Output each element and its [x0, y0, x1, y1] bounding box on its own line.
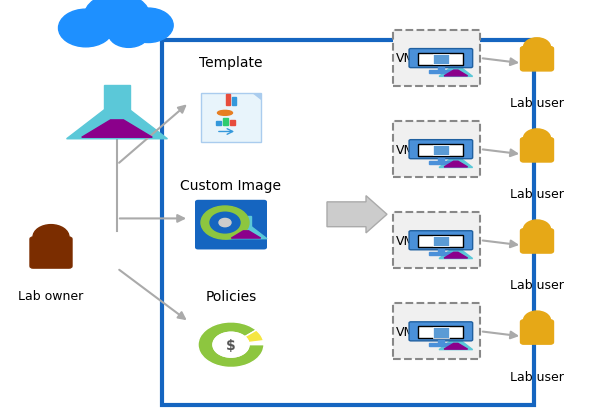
Bar [216, 122, 221, 126]
Circle shape [213, 332, 249, 357]
Circle shape [123, 9, 173, 43]
Polygon shape [252, 94, 261, 100]
Text: VM: VM [396, 325, 415, 338]
FancyBboxPatch shape [452, 59, 460, 68]
Text: Policies: Policies [205, 290, 257, 304]
Polygon shape [444, 162, 467, 168]
Polygon shape [439, 340, 473, 350]
Polygon shape [433, 327, 449, 338]
Polygon shape [232, 231, 261, 239]
FancyBboxPatch shape [30, 237, 72, 268]
Text: VM: VM [396, 52, 415, 65]
Bar [223, 119, 228, 126]
Bar [438, 158, 444, 162]
Polygon shape [439, 249, 473, 259]
FancyBboxPatch shape [418, 236, 463, 247]
Bar [438, 67, 444, 71]
FancyBboxPatch shape [409, 322, 473, 341]
Circle shape [201, 206, 249, 240]
Polygon shape [444, 253, 467, 259]
Circle shape [523, 130, 551, 148]
Circle shape [210, 213, 240, 233]
Text: Lab user: Lab user [510, 370, 564, 382]
Polygon shape [433, 55, 449, 65]
Text: Lab user: Lab user [510, 97, 564, 110]
Polygon shape [444, 71, 467, 77]
Bar [429, 71, 453, 74]
FancyBboxPatch shape [201, 94, 261, 142]
Polygon shape [67, 111, 167, 140]
Wedge shape [198, 322, 264, 368]
Text: VM: VM [396, 143, 415, 156]
Text: Lab user: Lab user [510, 279, 564, 292]
FancyBboxPatch shape [521, 47, 554, 72]
Circle shape [523, 39, 551, 57]
FancyBboxPatch shape [521, 229, 554, 254]
FancyBboxPatch shape [241, 217, 251, 227]
Bar [230, 121, 235, 126]
FancyBboxPatch shape [409, 231, 473, 250]
Bar [232, 98, 236, 105]
Circle shape [219, 219, 231, 227]
Circle shape [523, 221, 551, 239]
FancyBboxPatch shape [393, 122, 480, 178]
FancyBboxPatch shape [418, 145, 463, 157]
Bar [438, 249, 444, 253]
Polygon shape [439, 159, 473, 168]
FancyBboxPatch shape [521, 320, 554, 344]
FancyBboxPatch shape [162, 41, 534, 405]
Bar [429, 344, 453, 346]
FancyArrow shape [327, 196, 387, 233]
FancyBboxPatch shape [409, 50, 473, 69]
Polygon shape [433, 236, 449, 247]
FancyBboxPatch shape [452, 241, 460, 249]
Text: Template: Template [199, 56, 263, 70]
Bar [429, 162, 453, 164]
Text: Lab owner: Lab owner [19, 289, 83, 302]
Bar [438, 340, 444, 344]
Text: $: $ [226, 338, 236, 352]
Text: Custom Image: Custom Image [181, 178, 281, 192]
FancyBboxPatch shape [418, 327, 463, 338]
FancyBboxPatch shape [452, 150, 460, 159]
Ellipse shape [218, 111, 233, 116]
FancyBboxPatch shape [521, 138, 554, 163]
Circle shape [84, 0, 150, 40]
Wedge shape [245, 330, 263, 343]
Circle shape [59, 10, 113, 47]
Polygon shape [444, 344, 467, 349]
FancyBboxPatch shape [104, 86, 130, 111]
Text: VM: VM [396, 234, 415, 247]
Polygon shape [82, 121, 152, 138]
FancyBboxPatch shape [393, 31, 480, 87]
Text: Lab user: Lab user [510, 188, 564, 201]
Circle shape [33, 225, 69, 250]
FancyBboxPatch shape [195, 200, 267, 250]
Polygon shape [439, 68, 473, 77]
Bar [226, 95, 230, 105]
Polygon shape [225, 227, 267, 239]
Polygon shape [433, 145, 449, 156]
FancyBboxPatch shape [418, 54, 463, 66]
FancyBboxPatch shape [409, 140, 473, 159]
Circle shape [523, 311, 551, 330]
FancyBboxPatch shape [393, 213, 480, 268]
Circle shape [109, 20, 149, 48]
FancyBboxPatch shape [452, 332, 460, 340]
Bar [429, 253, 453, 255]
FancyBboxPatch shape [393, 304, 480, 359]
